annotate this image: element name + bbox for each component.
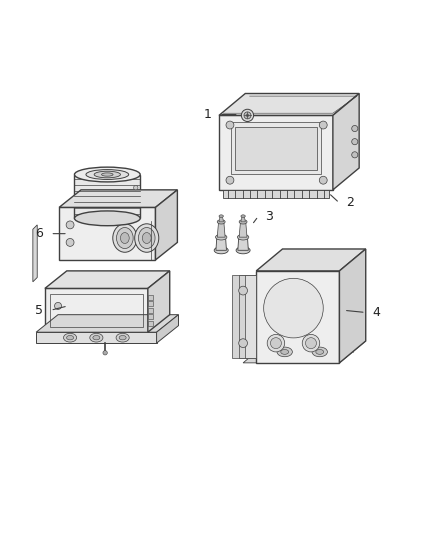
Ellipse shape [117,228,133,248]
Ellipse shape [285,300,302,317]
Polygon shape [148,314,153,319]
Polygon shape [219,115,333,190]
Ellipse shape [219,215,223,217]
Polygon shape [256,249,366,271]
Ellipse shape [135,224,159,252]
Circle shape [244,112,251,119]
Polygon shape [232,275,256,359]
Text: 4: 4 [373,306,381,319]
Ellipse shape [214,247,228,254]
Ellipse shape [267,334,285,352]
Circle shape [66,238,74,246]
Ellipse shape [239,220,247,224]
Circle shape [352,152,358,158]
Polygon shape [333,93,359,190]
Ellipse shape [138,228,155,248]
Text: 1: 1 [204,108,212,121]
Polygon shape [33,225,37,282]
Circle shape [319,121,327,129]
Polygon shape [59,190,177,207]
Circle shape [55,302,61,310]
Text: 5: 5 [35,304,43,317]
Ellipse shape [316,350,324,354]
Polygon shape [230,122,321,174]
Polygon shape [223,190,328,198]
Polygon shape [148,308,153,313]
Polygon shape [148,271,170,332]
Ellipse shape [305,338,316,349]
Polygon shape [155,190,177,260]
Polygon shape [148,301,153,306]
Circle shape [226,176,234,184]
Polygon shape [156,314,178,343]
Ellipse shape [236,247,250,254]
Ellipse shape [102,173,113,176]
Polygon shape [256,271,339,363]
Ellipse shape [74,211,140,225]
Ellipse shape [90,333,103,342]
Ellipse shape [94,171,120,178]
Circle shape [103,351,107,355]
Polygon shape [216,237,226,251]
Ellipse shape [302,334,320,352]
Ellipse shape [312,347,328,357]
Ellipse shape [64,333,77,342]
Circle shape [241,109,254,122]
Polygon shape [148,295,153,300]
Polygon shape [45,271,170,288]
Ellipse shape [277,347,293,357]
Ellipse shape [93,335,100,340]
Ellipse shape [119,335,126,340]
Polygon shape [243,341,366,363]
Polygon shape [59,207,155,260]
Polygon shape [239,275,256,359]
Ellipse shape [215,235,227,240]
Polygon shape [241,216,245,222]
Ellipse shape [264,278,323,338]
Ellipse shape [217,220,225,224]
Polygon shape [235,127,317,170]
Ellipse shape [67,335,74,340]
Polygon shape [245,275,256,359]
Ellipse shape [116,333,129,342]
Ellipse shape [86,169,129,180]
Ellipse shape [142,232,151,244]
Ellipse shape [278,292,309,324]
Ellipse shape [241,215,245,217]
Circle shape [134,185,138,190]
Polygon shape [36,332,156,343]
Circle shape [352,125,358,132]
Polygon shape [74,174,140,219]
Circle shape [246,114,249,117]
Circle shape [239,339,247,348]
Circle shape [319,176,327,184]
Polygon shape [239,222,247,237]
Circle shape [226,121,234,129]
Text: 3: 3 [265,209,273,223]
Polygon shape [219,216,223,222]
Ellipse shape [270,338,281,349]
Circle shape [239,286,247,295]
Circle shape [352,139,358,145]
Ellipse shape [237,235,249,240]
Ellipse shape [113,224,137,252]
Polygon shape [45,288,148,332]
Polygon shape [238,237,248,251]
Polygon shape [36,314,178,332]
Text: 2: 2 [346,197,354,209]
Ellipse shape [74,167,140,182]
Polygon shape [217,222,225,237]
Circle shape [66,221,74,229]
Polygon shape [219,93,359,115]
Ellipse shape [281,350,289,354]
Text: 6: 6 [35,227,43,240]
Polygon shape [148,321,153,326]
Polygon shape [339,249,366,363]
Ellipse shape [120,232,129,244]
Ellipse shape [271,285,316,331]
